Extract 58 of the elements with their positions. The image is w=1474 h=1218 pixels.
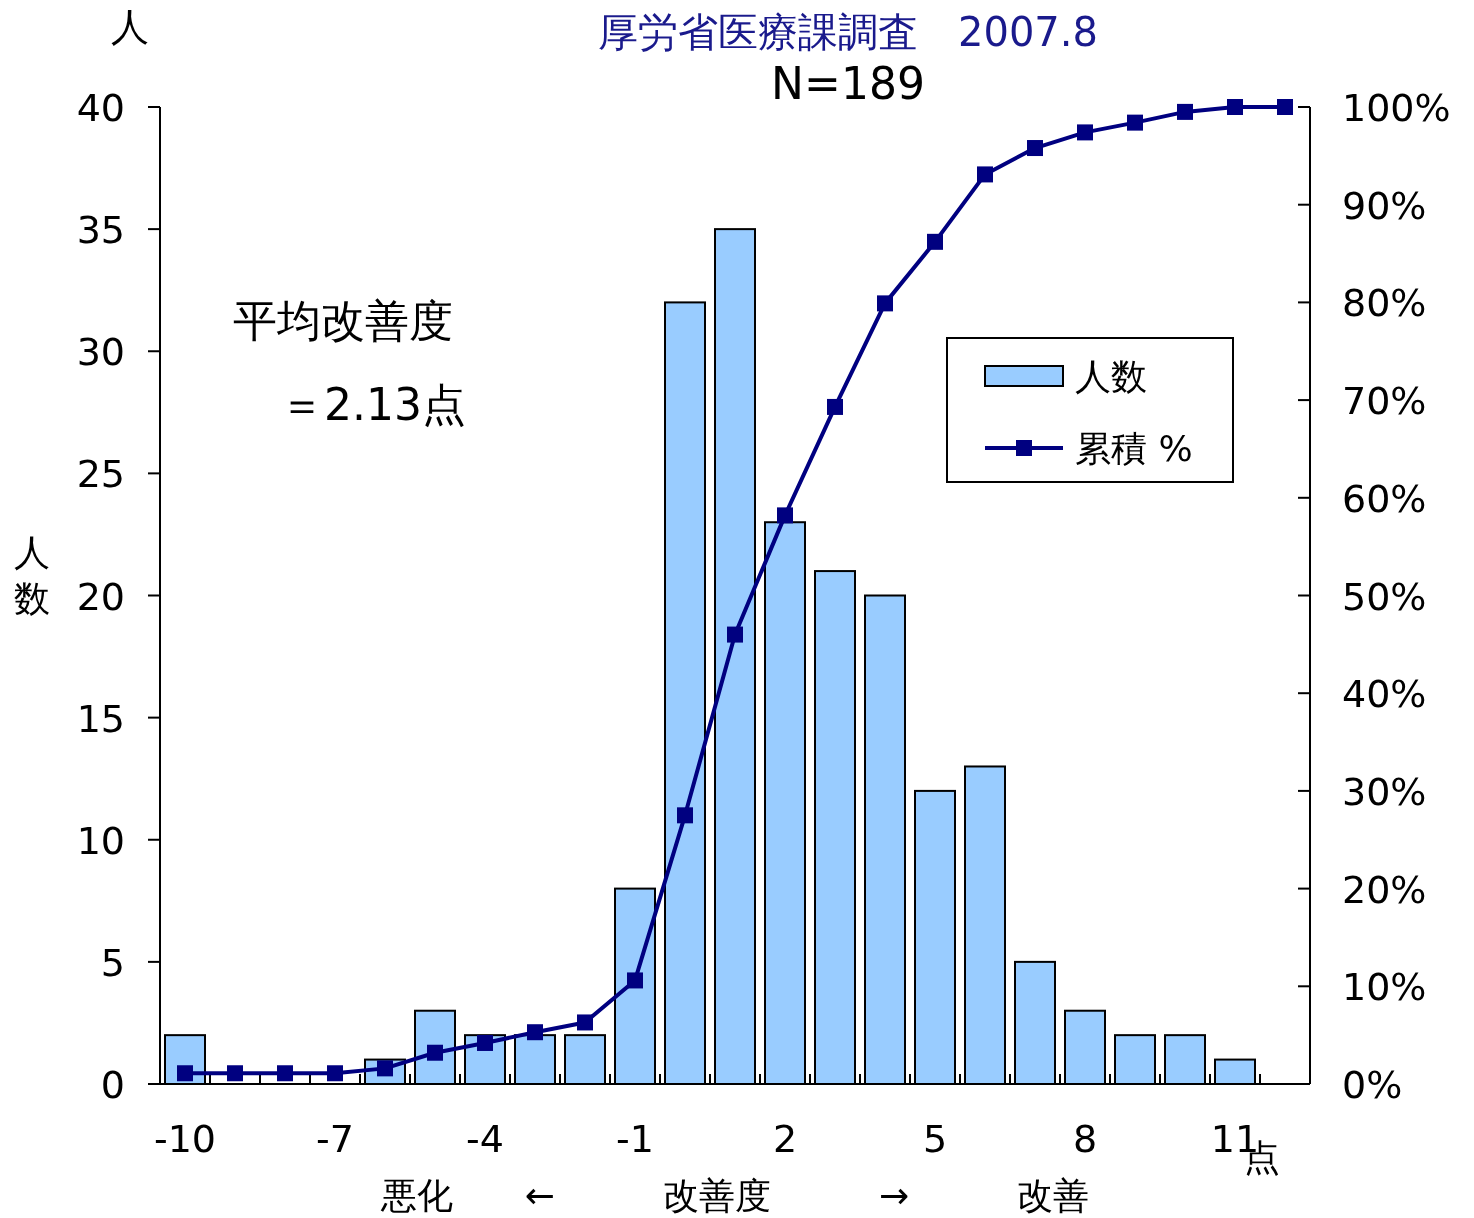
point [477,1034,493,1051]
point [877,295,893,312]
x-axis-title: 悪化 ← 改善度 → 改善 [379,1175,1090,1216]
point [177,1065,193,1082]
y-axis-title: 人数 [14,532,50,619]
y2-tick-label: 80% [1342,281,1427,326]
x-tick-label: -4 [466,1117,504,1161]
point [427,1044,443,1061]
y2-tick-label: 20% [1342,867,1427,912]
annotation: 平均改善度 [233,295,453,346]
y2-tick-label: 10% [1342,965,1427,1010]
y-tick-label: 25 [76,452,125,497]
chart-title: 厚労省医療課調査 2007.8 [598,9,1098,55]
point [327,1065,343,1082]
y-tick-label: 30 [76,330,125,375]
y-tick-label: 5 [100,940,125,985]
point [1027,140,1043,157]
y-tick-label: 20 [76,574,125,619]
y2-tick-label: 70% [1342,379,1427,424]
x-tick-label: 8 [1072,1117,1098,1161]
y-tick-label: 10 [76,818,125,863]
chart-subtitle: N=189 [771,58,925,109]
y2-tick-label: 60% [1342,476,1427,521]
point [227,1065,243,1082]
point [527,1024,543,1041]
y2-tick-label: 0% [1342,1063,1403,1107]
y-tick-label: 15 [76,696,125,741]
point [1127,114,1143,131]
point [677,807,693,824]
x-tick-label: 2 [772,1117,798,1161]
x-tick-label: 5 [922,1117,948,1161]
point [727,626,743,643]
annotation: ＝2.13点 [280,379,466,430]
point [927,233,943,250]
y-tick-label: 40 [76,86,125,130]
x-tick-label: -10 [153,1117,217,1161]
legend-label: 人数 [1075,356,1147,397]
y2-tick-label: 40% [1342,672,1427,717]
y2-tick-label: 30% [1342,769,1427,814]
y-tick-label: 35 [76,208,125,253]
point [777,507,793,524]
point [627,972,643,989]
point [1277,99,1293,115]
x-tick-label: -7 [316,1117,354,1161]
text: 人 [111,5,149,49]
point [1077,124,1093,141]
y2-tick-label: 90% [1342,183,1427,228]
x-tick-label: -1 [616,1117,654,1161]
y2-tick-label: 50% [1342,574,1427,619]
point [827,398,843,415]
legend-label: 累積 % [1075,428,1193,469]
point [1227,99,1243,115]
point [977,166,993,183]
y-tick-label: 0 [100,1063,125,1107]
point [1177,103,1193,120]
point [577,1014,593,1031]
point [277,1065,293,1082]
y2-tick-label: 100% [1342,86,1451,130]
